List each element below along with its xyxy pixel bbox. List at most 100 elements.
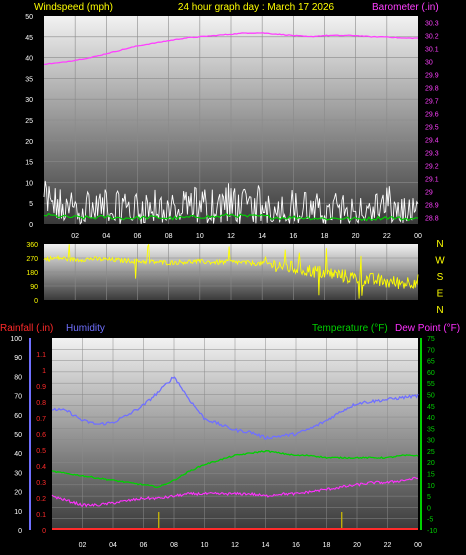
hour-axis-top: 02 04 06 08 10 12 14 16 18 20 22 00 xyxy=(71,233,422,240)
barometer-line xyxy=(43,32,419,66)
hour-tick-label: 02 xyxy=(79,542,87,549)
windspeed-tick-label: 30 xyxy=(25,97,33,104)
hour-tick-label: 18 xyxy=(323,542,331,549)
barometer-tick-label: 30.1 xyxy=(425,47,439,54)
temperature-tick-label: 65 xyxy=(427,359,435,366)
windspeed-tick-label: 20 xyxy=(25,139,33,146)
windspeed-tick-label: 45 xyxy=(25,35,33,42)
barometer-tick-label: 30.2 xyxy=(425,34,439,41)
hour-tick-label: 06 xyxy=(140,542,148,549)
humidity-tick-label: 100 xyxy=(10,336,22,343)
rainfall-tick-label: 0.2 xyxy=(36,496,46,503)
barometer-tick-label: 29.3 xyxy=(425,151,439,158)
temperature-tick-label: 55 xyxy=(427,381,435,388)
hour-tick-label: 04 xyxy=(109,542,117,549)
compass-label: E xyxy=(437,289,444,300)
rainfall-tick-label: 0.8 xyxy=(36,400,46,407)
direction-plot-grid xyxy=(44,244,418,300)
hour-tick-label: 22 xyxy=(383,233,391,240)
hour-tick-label: 20 xyxy=(353,542,361,549)
rainfall-tick-label: 0 xyxy=(42,528,46,535)
barometer-tick-label: 29.9 xyxy=(425,73,439,80)
humidity-tick-label: 90 xyxy=(14,355,22,362)
hour-tick-label: 14 xyxy=(258,233,266,240)
barometer-tick-label: 28.8 xyxy=(425,216,439,223)
dew-point-axis-title: Dew Point (°F) xyxy=(395,323,460,334)
barometer-tick-label: 30 xyxy=(425,60,433,67)
humidity-tick-label: 80 xyxy=(14,374,22,381)
temperature-tick-label: 75 xyxy=(427,336,435,343)
temperature-tick-label: 40 xyxy=(427,415,435,422)
windspeed-line xyxy=(43,180,419,225)
temperature-tick-label: -10 xyxy=(427,528,437,535)
humidity-tick-label: 50 xyxy=(14,432,22,439)
wind-barometer-series xyxy=(43,32,419,225)
rainfall-tick-label: 0.5 xyxy=(36,448,46,455)
humidity-tick-label: 70 xyxy=(14,394,22,401)
rht-series xyxy=(51,376,419,530)
temperature-tick-label: 20 xyxy=(427,460,435,467)
humidity-tick-label: 10 xyxy=(14,509,22,516)
hour-tick-label: 06 xyxy=(134,233,142,240)
rainfall-tick-label: 1.1 xyxy=(36,352,46,359)
hour-tick-label: 08 xyxy=(165,233,173,240)
direction-tick-label: 180 xyxy=(26,270,38,277)
temperature-tick-label: 60 xyxy=(427,370,435,377)
temperature-tick-label: 5 xyxy=(427,494,431,501)
compass-label: N xyxy=(436,239,443,250)
average-wind-line xyxy=(43,212,419,222)
barometer-tick-label: 28.9 xyxy=(425,203,439,210)
windspeed-tick-label: 50 xyxy=(25,14,33,21)
wind-plot-grid xyxy=(44,16,418,224)
humidity-tick-label: 40 xyxy=(14,451,22,458)
rain-humidity-temp-panel: 0 10 20 30 40 50 60 70 80 90 100 0 0.1 0.2 0.3 0.4 0.5 0… xyxy=(10,336,437,535)
hour-tick-label: 12 xyxy=(227,233,235,240)
rainfall-tick-labels: 0 0.1 0.2 0.3 0.4 0.5 0.6 0.7 0.8 0.9 1 1.1 xyxy=(36,352,46,535)
windspeed-tick-label: 35 xyxy=(25,76,33,83)
wind-direction-line xyxy=(43,244,419,299)
rainfall-tick-label: 0.9 xyxy=(36,384,46,391)
hour-tick-label: 00 xyxy=(414,542,422,549)
temperature-tick-label: 30 xyxy=(427,438,435,445)
hour-tick-label: 12 xyxy=(231,542,239,549)
rain-humidity-temp-legend: Rainfall (.in) Humidity Temperature (°F)… xyxy=(0,323,460,334)
compass-label: S xyxy=(437,272,444,283)
rainfall-tick-label: 0.7 xyxy=(36,416,46,423)
direction-tick-label: 0 xyxy=(34,298,38,305)
barometer-tick-label: 29 xyxy=(425,190,433,197)
rainfall-tick-label: 0.4 xyxy=(36,464,46,471)
hour-tick-label: 16 xyxy=(292,542,300,549)
temperature-tick-label: 15 xyxy=(427,472,435,479)
temperature-tick-label: 50 xyxy=(427,392,435,399)
windspeed-tick-label: 5 xyxy=(29,201,33,208)
barometer-tick-label: 30.3 xyxy=(425,21,439,28)
barometer-tick-label: 29.2 xyxy=(425,164,439,171)
rainfall-tick-label: 0.6 xyxy=(36,432,46,439)
humidity-tick-label: 0 xyxy=(18,528,22,535)
temperature-axis-title: Temperature (°F) xyxy=(312,323,388,334)
humidity-tick-label: 20 xyxy=(14,490,22,497)
windspeed-tick-label: 15 xyxy=(25,160,33,167)
direction-tick-label: 360 xyxy=(26,242,38,249)
windspeed-tick-labels: 0 5 10 15 20 25 30 35 40 45 50 xyxy=(25,14,33,229)
temperature-tick-label: 10 xyxy=(427,483,435,490)
windspeed-tick-label: 25 xyxy=(25,118,33,125)
hour-tick-label: 08 xyxy=(170,542,178,549)
humidity-tick-labels: 0 10 20 30 40 50 60 70 80 90 100 xyxy=(10,336,22,535)
hour-tick-label: 04 xyxy=(102,233,110,240)
humidity-line xyxy=(51,376,419,440)
barometer-tick-labels: 28.8 28.9 29 29.1 29.2 29.3 29.4 29.5 29.6 29.7 29… xyxy=(425,21,439,223)
barometer-tick-label: 29.7 xyxy=(425,99,439,106)
temperature-tick-label: 25 xyxy=(427,449,435,456)
graph-title: 24 hour graph day : March 17 2026 xyxy=(178,2,335,13)
hour-tick-label: 20 xyxy=(352,233,360,240)
rainfall-tick-label: 0.3 xyxy=(36,480,46,487)
temperature-tick-label: 70 xyxy=(427,347,435,354)
rainfall-tick-label: 0.1 xyxy=(36,512,46,519)
barometer-tick-label: 29.6 xyxy=(425,112,439,119)
barometer-axis-title: Barometer (.in) xyxy=(372,2,439,13)
